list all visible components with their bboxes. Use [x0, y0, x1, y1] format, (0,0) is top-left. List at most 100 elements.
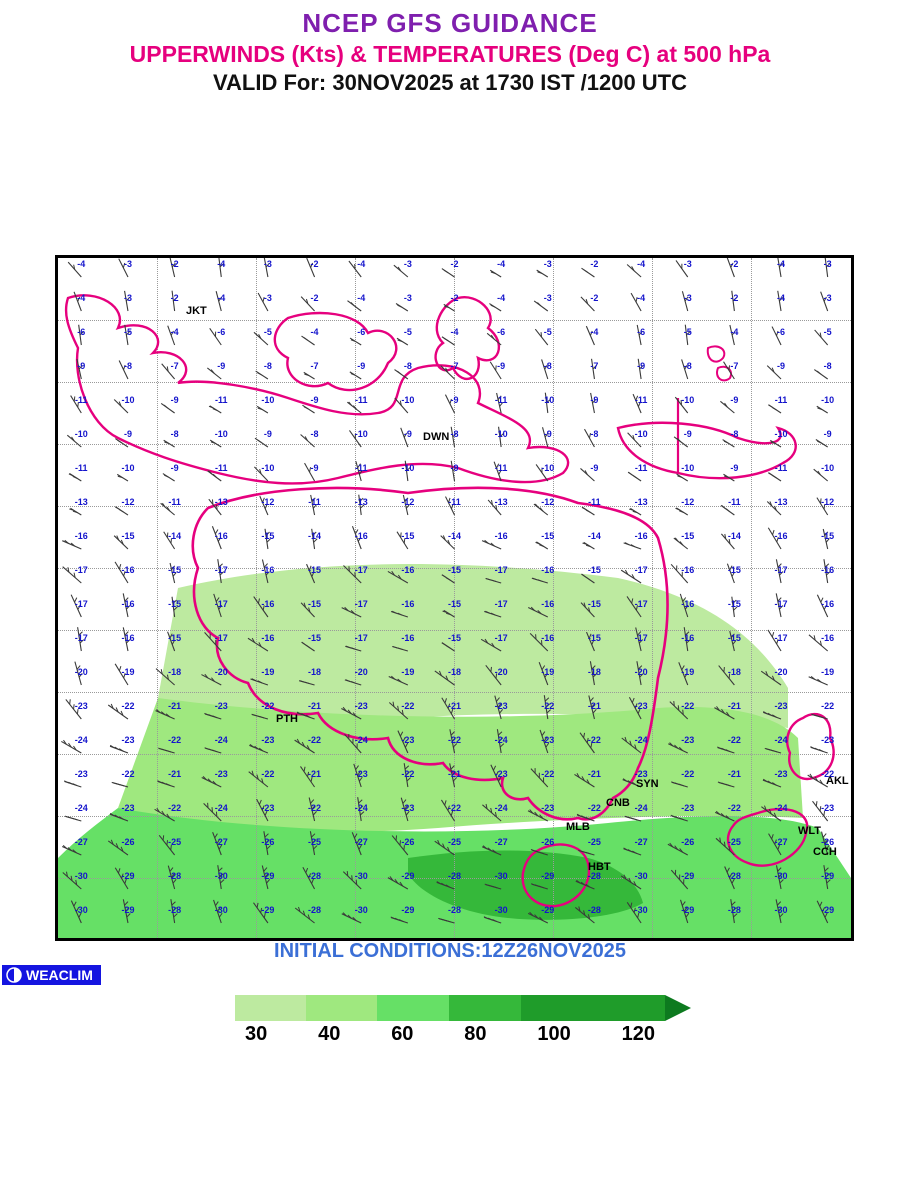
temp-value-r8c10: -15	[541, 531, 554, 541]
temp-value-r3c12: -9	[637, 361, 645, 371]
temp-value-r19c13: -29	[681, 905, 694, 915]
temp-value-r17c11: -25	[588, 837, 601, 847]
temp-value-r0c3: -4	[217, 259, 225, 269]
temp-value-r17c15: -27	[775, 837, 788, 847]
temp-value-r3c3: -9	[217, 361, 225, 371]
temp-value-r6c6: -11	[355, 463, 368, 473]
temp-value-r4c16: -10	[821, 395, 834, 405]
temp-value-r5c0: -10	[75, 429, 88, 439]
temp-value-r7c6: -13	[355, 497, 368, 507]
temp-value-r7c11: -11	[588, 497, 601, 507]
temp-value-r17c3: -27	[215, 837, 228, 847]
temp-value-r12c3: -20	[215, 667, 228, 677]
temp-value-r16c2: -22	[168, 803, 181, 813]
temp-value-r7c13: -12	[681, 497, 694, 507]
temp-value-r8c4: -15	[261, 531, 274, 541]
temp-value-r14c3: -24	[215, 735, 228, 745]
temp-value-r1c13: -3	[684, 293, 692, 303]
temp-value-r5c15: -10	[775, 429, 788, 439]
temp-value-r13c16: -22	[821, 701, 834, 711]
temp-value-r2c1: -5	[124, 327, 132, 337]
temp-value-r9c13: -16	[681, 565, 694, 575]
temp-value-r13c3: -23	[215, 701, 228, 711]
temp-value-r19c15: -30	[775, 905, 788, 915]
temp-value-r12c8: -18	[448, 667, 461, 677]
legend-tick-100: 100	[537, 1023, 570, 1046]
temp-value-r3c16: -8	[824, 361, 832, 371]
temp-value-r5c6: -10	[355, 429, 368, 439]
temp-value-r13c9: -23	[495, 701, 508, 711]
temp-value-r16c14: -22	[728, 803, 741, 813]
temp-value-r0c4: -3	[264, 259, 272, 269]
temp-value-r18c9: -30	[495, 871, 508, 881]
temp-value-r6c13: -10	[681, 463, 694, 473]
temp-value-r18c15: -30	[775, 871, 788, 881]
legend-arrow-high	[665, 995, 691, 1021]
temp-value-r1c4: -3	[264, 293, 272, 303]
weather-map[interactable]: -4 -3 -2 -4 -3 -2 -4 -3 -2 -4 -3 -2 -4 -3 -2 -4 -3 -4 -3 -2…	[55, 255, 854, 941]
temp-value-r5c7: -9	[404, 429, 412, 439]
temp-value-r10c5: -15	[308, 599, 321, 609]
temp-value-r15c9: -23	[495, 769, 508, 779]
legend-bar	[235, 995, 665, 1021]
legend-tick-30: 30	[245, 1023, 267, 1046]
temp-value-r11c8: -15	[448, 633, 461, 643]
temp-value-r11c11: -15	[588, 633, 601, 643]
temp-value-r9c5: -15	[308, 565, 321, 575]
legend-segment-60-80	[377, 995, 449, 1021]
temp-value-r17c10: -26	[541, 837, 554, 847]
temp-value-r15c8: -21	[448, 769, 461, 779]
temp-value-r17c14: -25	[728, 837, 741, 847]
temp-value-r2c15: -6	[777, 327, 785, 337]
temp-value-r5c13: -9	[684, 429, 692, 439]
legend-tick-80: 80	[464, 1023, 486, 1046]
temp-value-r7c12: -13	[635, 497, 648, 507]
temp-value-r1c10: -3	[544, 293, 552, 303]
temp-value-r16c12: -24	[635, 803, 648, 813]
temp-value-r14c9: -24	[495, 735, 508, 745]
temp-value-r5c1: -9	[124, 429, 132, 439]
station-label-akl: AKL	[826, 775, 849, 787]
temp-value-r11c0: -17	[75, 633, 88, 643]
temp-value-r15c4: -22	[261, 769, 274, 779]
temp-value-r0c8: -2	[450, 259, 458, 269]
temp-value-r12c9: -20	[495, 667, 508, 677]
temp-value-r4c6: -11	[355, 395, 368, 405]
temp-value-r18c1: -29	[121, 871, 134, 881]
temp-value-r15c10: -22	[541, 769, 554, 779]
temp-value-r16c4: -23	[261, 803, 274, 813]
temp-value-r2c8: -4	[450, 327, 458, 337]
temp-value-r1c15: -4	[777, 293, 785, 303]
temp-value-r5c16: -9	[824, 429, 832, 439]
weaclim-logo[interactable]: WEACLIM	[2, 965, 101, 985]
temp-value-r17c0: -27	[75, 837, 88, 847]
temp-value-r9c8: -15	[448, 565, 461, 575]
temp-value-r0c2: -2	[171, 259, 179, 269]
temp-value-r10c3: -17	[215, 599, 228, 609]
temp-value-r9c0: -17	[75, 565, 88, 575]
temp-value-r9c6: -17	[355, 565, 368, 575]
legend-segment-80-100	[449, 995, 521, 1021]
temp-value-r13c12: -23	[635, 701, 648, 711]
temp-value-r12c15: -20	[775, 667, 788, 677]
temp-value-r10c0: -17	[75, 599, 88, 609]
temp-value-r0c0: -4	[77, 259, 85, 269]
temp-value-r3c1: -8	[124, 361, 132, 371]
temp-value-r0c14: -2	[730, 259, 738, 269]
temp-value-r14c14: -22	[728, 735, 741, 745]
station-label-hbt: HBT	[588, 861, 611, 873]
temp-value-r9c3: -17	[215, 565, 228, 575]
temp-value-r15c5: -21	[308, 769, 321, 779]
temp-value-r6c5: -9	[311, 463, 319, 473]
temp-value-r8c15: -16	[775, 531, 788, 541]
temp-value-r4c1: -10	[121, 395, 134, 405]
temp-value-r3c2: -7	[171, 361, 179, 371]
temp-value-r8c1: -15	[121, 531, 134, 541]
temp-value-r19c0: -30	[75, 905, 88, 915]
temp-value-r4c5: -9	[311, 395, 319, 405]
temp-value-r16c3: -24	[215, 803, 228, 813]
temp-value-r10c10: -16	[541, 599, 554, 609]
temp-value-r5c8: -8	[450, 429, 458, 439]
temp-value-r15c1: -22	[121, 769, 134, 779]
temp-value-r0c11: -2	[590, 259, 598, 269]
